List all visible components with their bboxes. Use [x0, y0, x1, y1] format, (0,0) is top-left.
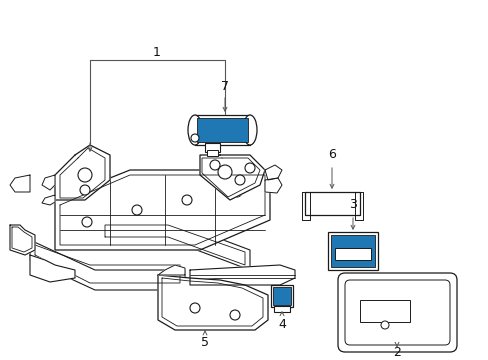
Bar: [359, 300, 409, 322]
Bar: [272, 287, 290, 305]
Polygon shape: [42, 195, 55, 205]
Circle shape: [231, 187, 242, 197]
Circle shape: [209, 160, 220, 170]
Polygon shape: [10, 175, 30, 192]
Polygon shape: [30, 240, 184, 290]
Bar: [273, 306, 289, 312]
Circle shape: [132, 205, 142, 215]
Polygon shape: [100, 220, 249, 270]
Bar: [197, 118, 247, 142]
Text: 4: 4: [278, 319, 285, 332]
Circle shape: [78, 168, 92, 182]
Polygon shape: [264, 165, 282, 180]
Polygon shape: [158, 265, 184, 275]
Bar: [204, 143, 220, 152]
Circle shape: [380, 321, 388, 329]
Bar: [327, 232, 377, 270]
Bar: [270, 285, 292, 307]
Polygon shape: [30, 255, 75, 282]
Polygon shape: [264, 178, 282, 193]
Circle shape: [229, 310, 240, 320]
Circle shape: [191, 134, 199, 142]
FancyBboxPatch shape: [345, 280, 449, 345]
Text: 6: 6: [327, 148, 335, 162]
Polygon shape: [158, 275, 267, 330]
Polygon shape: [305, 192, 359, 215]
Text: 1: 1: [153, 45, 161, 58]
Circle shape: [235, 175, 244, 185]
Polygon shape: [55, 145, 110, 200]
Polygon shape: [354, 192, 362, 220]
Bar: [330, 235, 374, 267]
Text: 7: 7: [221, 81, 228, 94]
Ellipse shape: [187, 115, 202, 145]
Polygon shape: [302, 192, 309, 220]
Bar: [206, 150, 218, 156]
Polygon shape: [190, 265, 294, 285]
Circle shape: [244, 163, 254, 173]
Text: 5: 5: [201, 336, 208, 348]
Polygon shape: [195, 115, 249, 145]
Circle shape: [190, 303, 200, 313]
Text: 3: 3: [348, 198, 356, 211]
Text: 2: 2: [392, 346, 400, 359]
Bar: [334, 248, 370, 260]
Circle shape: [218, 165, 231, 179]
Circle shape: [82, 217, 92, 227]
Polygon shape: [55, 170, 269, 250]
Circle shape: [80, 185, 90, 195]
Circle shape: [182, 195, 192, 205]
Polygon shape: [42, 175, 55, 190]
Ellipse shape: [243, 115, 257, 145]
Polygon shape: [10, 225, 35, 255]
FancyBboxPatch shape: [337, 273, 456, 352]
Polygon shape: [200, 155, 264, 200]
